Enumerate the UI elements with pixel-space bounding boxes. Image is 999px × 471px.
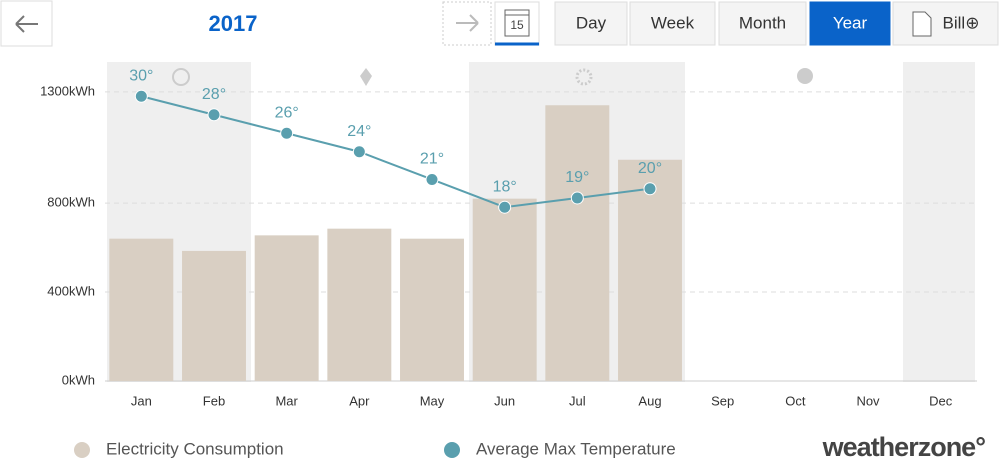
line-point bbox=[570, 191, 584, 205]
data-label: 26° bbox=[275, 104, 299, 121]
y-tick-label: 800kWh bbox=[47, 195, 95, 210]
x-tick-label: Mar bbox=[275, 393, 298, 408]
season-band bbox=[903, 62, 975, 382]
x-tick-label: Nov bbox=[856, 393, 880, 408]
bar bbox=[400, 238, 464, 381]
calendar-icon bbox=[504, 9, 530, 37]
x-tick-label: Feb bbox=[203, 393, 225, 408]
line-point bbox=[207, 108, 221, 122]
toolbar-button-label: Year bbox=[833, 13, 868, 32]
toolbar-button-label: Month bbox=[739, 13, 786, 32]
year-title: 2017 bbox=[209, 11, 258, 36]
line-point bbox=[134, 89, 148, 103]
y-tick-label: 1300kWh bbox=[40, 83, 95, 98]
bar bbox=[109, 238, 174, 381]
line-point bbox=[643, 182, 657, 196]
line bbox=[141, 95, 651, 209]
back-arrow bbox=[15, 15, 38, 33]
autumn-icon bbox=[360, 68, 372, 86]
toolbar-button[interactable] bbox=[554, 1, 628, 46]
x-tick-label: Oct bbox=[785, 393, 806, 408]
legend-marker bbox=[444, 442, 460, 458]
line-point bbox=[352, 145, 366, 159]
x-tick-label: Aug bbox=[638, 393, 661, 408]
line-point bbox=[280, 126, 294, 140]
toolbar-button[interactable] bbox=[809, 1, 891, 46]
x-tick-label: Dec bbox=[929, 393, 953, 408]
data-label: 28° bbox=[202, 86, 226, 103]
y-tick-label: 400kWh bbox=[47, 283, 95, 298]
toolbar-button[interactable] bbox=[629, 1, 716, 46]
x-tick-label: Jul bbox=[569, 393, 586, 408]
data-label: 30° bbox=[129, 67, 153, 84]
toolbar-button-label: Day bbox=[576, 13, 607, 32]
bar bbox=[182, 250, 246, 381]
calendar-day: 15 bbox=[510, 18, 524, 32]
data-label: 18° bbox=[493, 178, 517, 195]
legend-label: Average Max Temperature bbox=[476, 439, 676, 458]
data-label: 20° bbox=[638, 160, 662, 177]
bar bbox=[618, 159, 682, 381]
toolbar-button[interactable] bbox=[718, 1, 807, 46]
bar bbox=[327, 228, 392, 381]
x-tick-label: Jun bbox=[494, 393, 515, 408]
bar bbox=[545, 105, 610, 382]
x-tick-label: Sep bbox=[711, 393, 734, 408]
bar bbox=[472, 198, 537, 381]
brand-logo: weatherzone° bbox=[822, 432, 986, 462]
summer-icon bbox=[172, 68, 190, 86]
line-point bbox=[425, 172, 439, 186]
bar bbox=[254, 235, 319, 381]
x-tick-label: Jan bbox=[131, 393, 152, 408]
toolbar-button-label: Week bbox=[651, 13, 695, 32]
winter-icon bbox=[575, 68, 593, 86]
toolbar-button-label: Bill⊕ bbox=[943, 13, 980, 32]
spring-icon bbox=[797, 68, 813, 84]
data-label: 21° bbox=[420, 151, 444, 168]
y-tick-label: 0kWh bbox=[62, 372, 95, 387]
legend-marker bbox=[74, 442, 90, 458]
data-label: 24° bbox=[347, 123, 371, 140]
data-label: 19° bbox=[565, 169, 589, 186]
x-tick-label: May bbox=[420, 393, 445, 408]
x-tick-label: Apr bbox=[349, 393, 370, 408]
document-icon bbox=[912, 11, 932, 37]
toolbar-button[interactable] bbox=[892, 1, 999, 46]
line-point bbox=[498, 200, 512, 214]
next-arrow bbox=[456, 14, 479, 32]
legend-label: Electricity Consumption bbox=[106, 439, 284, 458]
